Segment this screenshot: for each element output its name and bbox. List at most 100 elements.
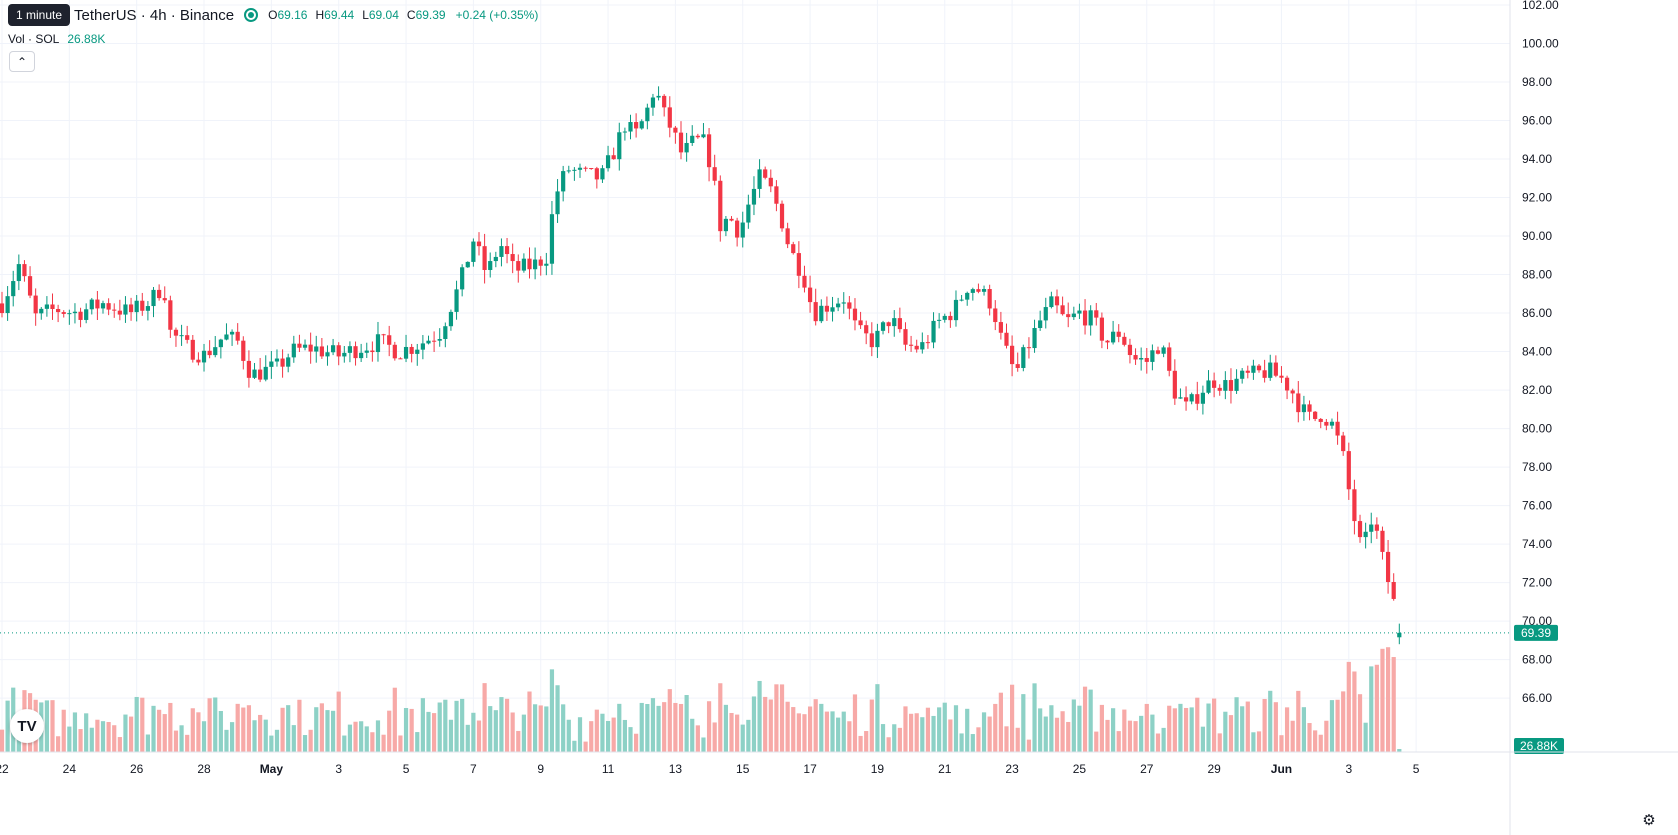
volume-bar: [521, 714, 526, 752]
x-tick-label: Jun: [1271, 762, 1292, 776]
candle-body: [1301, 404, 1307, 413]
candle-body: [33, 295, 38, 314]
candle-body: [1240, 370, 1245, 379]
volume-bar: [308, 729, 313, 752]
candle-body: [1284, 377, 1290, 391]
candle-body: [583, 167, 588, 169]
candle-body: [1318, 418, 1323, 422]
volume-bar: [291, 725, 296, 752]
volume-bar: [970, 734, 975, 752]
volume-bar: [802, 714, 807, 752]
chart-legend: 1 minute TetherUS · 4h · Binance O69.16 …: [8, 4, 538, 26]
x-tick-label: 21: [938, 762, 952, 776]
candle-body: [179, 335, 184, 337]
candle-body: [970, 289, 975, 293]
candle-body: [61, 312, 66, 314]
volume-bar: [145, 734, 151, 752]
candle-body: [56, 308, 61, 313]
volume-bar: [869, 699, 874, 752]
volume-bar: [387, 710, 392, 752]
volume-bar: [1167, 705, 1172, 752]
collapse-legend-button[interactable]: ⌃: [9, 51, 35, 72]
candle-body: [1374, 524, 1379, 531]
candle-body: [50, 304, 55, 309]
candle-body: [875, 330, 880, 348]
tradingview-logo[interactable]: TV: [10, 709, 44, 743]
volume-bar: [168, 702, 173, 752]
candle-body: [140, 300, 145, 311]
candle-body: [1088, 310, 1093, 326]
volume-bar: [1043, 716, 1048, 752]
y-tick-label: 78.00: [1522, 460, 1552, 474]
candle-body: [1144, 358, 1149, 362]
candle-body: [1122, 336, 1127, 345]
volume-bar: [460, 698, 465, 752]
candle-body: [364, 350, 369, 353]
volume-bar: [84, 713, 89, 752]
volume-bar: [639, 702, 644, 752]
x-tick-label: 24: [63, 762, 77, 776]
candle-body: [157, 289, 162, 299]
volume-bar: [953, 705, 959, 752]
volume-bar: [1144, 703, 1149, 752]
candle-body: [1262, 370, 1267, 378]
volume-bar: [140, 697, 145, 752]
candle-body: [370, 350, 375, 353]
volume-bar: [100, 721, 106, 752]
candle-body: [1026, 347, 1032, 349]
candle-body: [1150, 350, 1155, 362]
volume-bar: [751, 696, 757, 752]
candle-body: [67, 313, 72, 315]
candle-body: [1195, 394, 1200, 404]
candle-body: [892, 318, 897, 327]
candle-body: [1054, 296, 1060, 306]
volume-bars: [0, 647, 1402, 752]
candle-body: [314, 346, 319, 352]
volume-bar: [89, 727, 94, 752]
candle-body: [617, 132, 622, 160]
volume-bar: [886, 737, 891, 752]
candle-body: [465, 261, 470, 268]
market-status-icon[interactable]: [244, 8, 259, 22]
candle-body: [1111, 331, 1116, 343]
volume-bar: [836, 717, 841, 752]
candle-body: [645, 107, 650, 122]
volume-bar: [791, 707, 796, 752]
candle-body: [1380, 530, 1385, 552]
volume-bar: [336, 691, 341, 752]
candle-body: [1290, 390, 1295, 394]
volume-label[interactable]: Vol · SOL: [8, 32, 60, 46]
volume-bar: [1341, 691, 1346, 752]
volume-bar: [72, 712, 78, 752]
candle-body: [5, 296, 10, 314]
volume-bar: [959, 733, 964, 752]
volume-bar: [196, 712, 201, 752]
candle-body: [1357, 521, 1363, 538]
volume-bar: [1094, 731, 1099, 752]
x-tick-label: 15: [736, 762, 750, 776]
volume-bar: [471, 712, 476, 752]
volume-bar: [690, 718, 695, 752]
y-tick-label: 74.00: [1522, 537, 1552, 551]
volume-bar: [611, 717, 616, 752]
candle-body: [869, 333, 874, 348]
settings-gear-icon[interactable]: ⚙: [1642, 812, 1656, 829]
volume-bar: [634, 733, 639, 752]
candle-body: [684, 142, 689, 153]
candle-body: [1346, 451, 1351, 490]
candle-body: [706, 134, 712, 168]
volume-bar: [533, 704, 538, 752]
volume-bar: [353, 721, 358, 752]
volume-bar: [1251, 732, 1256, 752]
volume-bar: [1268, 690, 1273, 752]
candle-body: [533, 259, 538, 270]
candle-body: [443, 326, 448, 339]
candle-body: [729, 218, 734, 221]
volume-bar: [342, 735, 347, 752]
y-tick-label: 102.00: [1522, 0, 1559, 12]
symbol-title[interactable]: TetherUS · 4h · Binance: [74, 6, 235, 24]
volume-bar: [190, 708, 195, 752]
volume-bar: [1195, 697, 1200, 752]
candle-body: [628, 122, 633, 132]
